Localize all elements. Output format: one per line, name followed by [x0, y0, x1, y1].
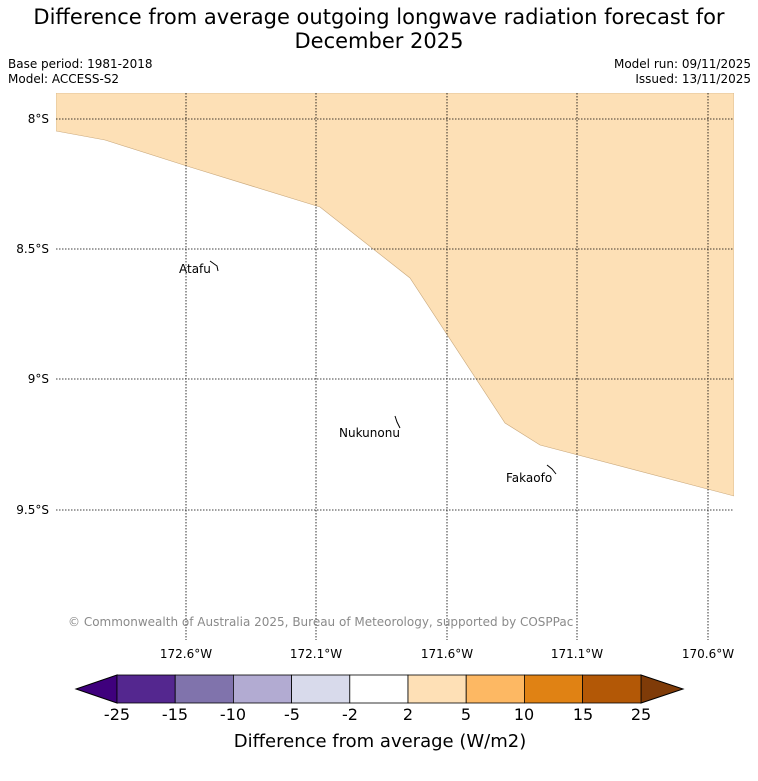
colorbar-ticks: -25 -15 -10 -5 -2 2 5 10 15 25	[104, 705, 651, 724]
graticule	[56, 93, 734, 640]
lon-label-172-1w: 172.1°W	[290, 647, 342, 661]
colorbar-tick: -10	[220, 705, 246, 724]
colorbar-tick: 2	[403, 705, 413, 724]
colorbar-segment	[465, 674, 525, 704]
lon-label-172-6w: 172.6°W	[160, 647, 212, 661]
lon-label-170-6w: 170.6°W	[682, 647, 734, 661]
colorbar-segment	[407, 674, 467, 704]
lat-label-9-5s: 9.5°S	[16, 503, 49, 517]
colorbar-tick: 15	[573, 705, 593, 724]
colorbar-segment	[174, 674, 234, 704]
map-title: Difference from average outgoing longwav…	[33, 5, 725, 53]
map-panel: Atafu Nukunonu Fakaofo © Commonwealth of…	[56, 93, 734, 640]
colorbar-extend-low	[74, 674, 118, 704]
base-period: Base period: 1981-2018	[8, 57, 153, 71]
colorbar-extend-high	[640, 674, 685, 704]
place-label-fakaofo: Fakaofo	[506, 471, 552, 485]
colorbar-tick: -2	[342, 705, 358, 724]
colorbar-segment	[116, 674, 176, 704]
copyright-notice: © Commonwealth of Australia 2025, Bureau…	[68, 615, 573, 629]
meta-right: Model run: 09/11/2025 Issued: 13/11/2025	[614, 57, 751, 87]
issued-date: Issued: 13/11/2025	[635, 72, 751, 86]
colorbar-tick: 10	[514, 705, 534, 724]
colorbar-segment	[582, 674, 642, 704]
latitude-labels: 8°S 8.5°S 9°S 9.5°S	[16, 112, 49, 517]
place-label-nukunonu: Nukunonu	[339, 426, 400, 440]
lat-label-8s: 8°S	[28, 112, 49, 126]
colorbar-tick: -5	[284, 705, 300, 724]
fakaofo-coastline	[546, 464, 557, 475]
colorbar-tick: 25	[631, 705, 651, 724]
colorbar-tick: 5	[461, 705, 471, 724]
longitude-labels: 172.6°W 172.1°W 171.6°W 171.1°W 170.6°W	[160, 647, 734, 661]
model-run: Model run: 09/11/2025	[613, 57, 751, 71]
colorbar-tick: -15	[162, 705, 188, 724]
colorbar-label: Difference from average (W/m2)	[234, 731, 526, 752]
colorbar: -25 -15 -10 -5 -2 2 5 10 15 25 Differenc…	[74, 674, 685, 752]
lon-label-171-6w: 171.6°W	[421, 647, 473, 661]
atafu-coastline	[209, 260, 219, 272]
colorbar-tick: -25	[104, 705, 130, 724]
colorbar-segment	[349, 674, 409, 704]
colorbar-segment	[291, 674, 351, 704]
lat-label-9s: 9°S	[28, 372, 49, 386]
colorbar-segment	[232, 674, 292, 704]
colorbar-segment	[524, 674, 584, 704]
anomaly-region	[56, 93, 734, 497]
model-name: Model: ACCESS-S2	[8, 72, 120, 86]
coastlines	[209, 260, 557, 475]
meta-left: Base period: 1981-2018 Model: ACCESS-S2	[8, 57, 153, 87]
lat-label-8-5s: 8.5°S	[16, 242, 49, 256]
lon-label-171-1w: 171.1°W	[551, 647, 603, 661]
place-label-atafu: Atafu	[179, 262, 211, 276]
nukunonu-coastline	[394, 415, 401, 429]
